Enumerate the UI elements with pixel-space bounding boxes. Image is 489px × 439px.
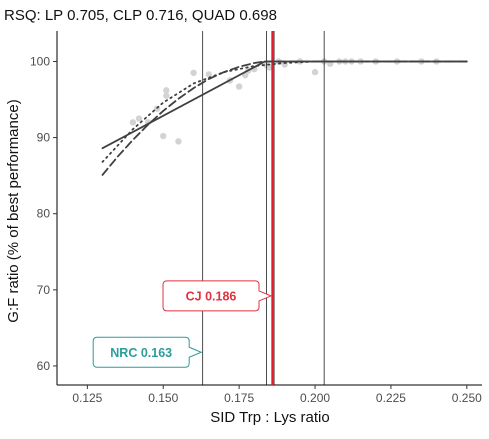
- y-axis-title: G:F ratio (% of best performance): [5, 99, 22, 322]
- data-point: [205, 71, 212, 78]
- y-tick-label: 100: [30, 54, 50, 68]
- data-point: [163, 87, 170, 94]
- x-tick-label: 0.225: [376, 391, 406, 405]
- x-axis-title: SID Trp : Lys ratio: [210, 409, 329, 426]
- annotation-label: CJ 0.186: [162, 280, 273, 312]
- x-tick-label: 0.150: [148, 391, 178, 405]
- x-tick-label: 0.250: [452, 391, 482, 405]
- data-point: [311, 68, 319, 76]
- annotation-label: NRC 0.163: [92, 336, 203, 368]
- series-line-lp: [101, 60, 468, 150]
- x-tick-label: 0.200: [300, 391, 330, 405]
- series-line-quad: [101, 60, 468, 163]
- annotation-text: NRC 0.163: [110, 346, 172, 360]
- data-point: [163, 92, 170, 99]
- data-point: [190, 69, 197, 77]
- annotation-box: [92, 336, 203, 368]
- annotation-box: [162, 280, 273, 312]
- y-tick-label: 70: [37, 283, 51, 297]
- data-point: [135, 115, 143, 122]
- data-point: [235, 83, 243, 90]
- data-point: [175, 138, 182, 145]
- chart-title: RSQ: LP 0.705, CLP 0.716, QUAD 0.698: [4, 7, 277, 24]
- data-point: [129, 119, 137, 126]
- data-point: [160, 132, 167, 140]
- annotation-text: CJ 0.186: [186, 289, 237, 303]
- y-tick-label: 80: [37, 207, 51, 221]
- plot-area: 0.125 0.150 0.175 0.200 0.225 0.250 60 70 80 90 10…: [30, 31, 482, 405]
- data-point: [266, 64, 273, 71]
- y-tick-label: 60: [37, 359, 51, 373]
- x-tick-label: 0.175: [224, 391, 254, 405]
- y-tick-label: 90: [37, 131, 51, 145]
- x-tick-label: 0.125: [72, 391, 102, 405]
